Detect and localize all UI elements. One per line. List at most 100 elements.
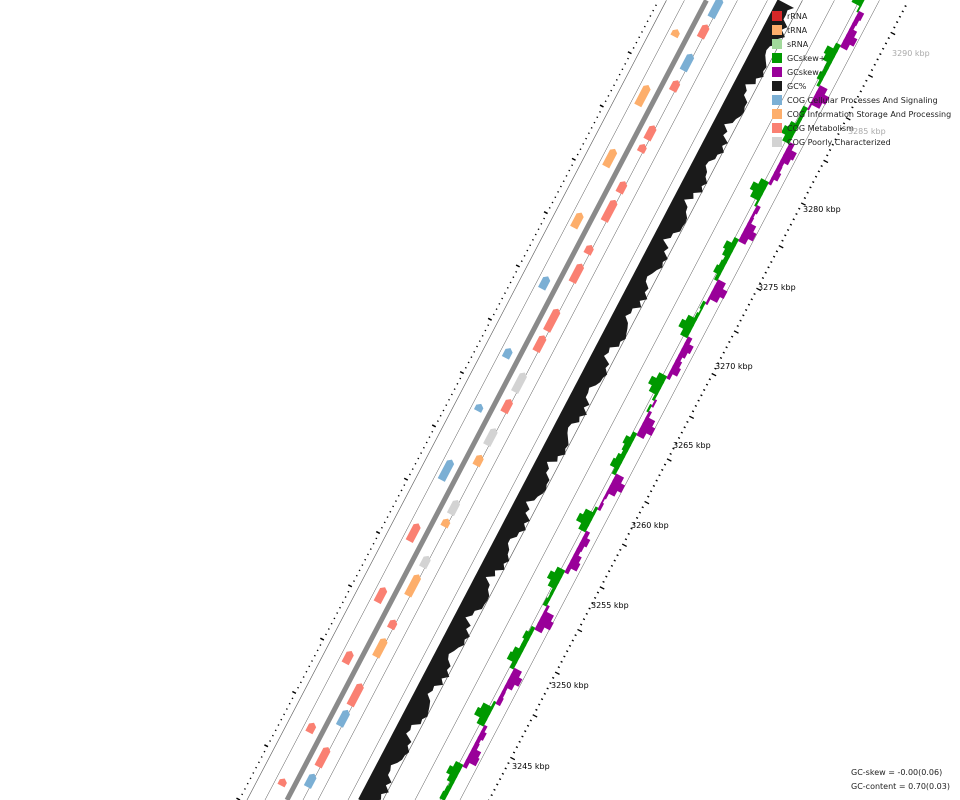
gc-skew-bar [582, 530, 591, 541]
gc-skew-bar [537, 616, 554, 631]
cog-information-feature [472, 454, 484, 468]
gc-skew-bar [510, 667, 522, 680]
scale-minor-tick [649, 490, 653, 493]
cog-cellular-feature [501, 348, 513, 360]
scale-minor-tick [761, 276, 765, 280]
backbone-line [284, 0, 709, 800]
scale-major-tick [666, 458, 672, 462]
gc-skew-bar [832, 42, 841, 53]
legend-item-rrna: rRNA [772, 9, 951, 23]
scale-minor-tick [683, 426, 686, 429]
scale-major-tick [711, 372, 717, 377]
scale-minor-tick [747, 303, 751, 306]
guide-line-1 [264, 0, 685, 800]
scale-minor-tick [663, 463, 667, 466]
scale-minor-tick [795, 212, 798, 216]
guide-line-0 [246, 0, 667, 800]
legend-item-cog-information: COG Information Storage And Processing [772, 107, 951, 121]
gc-skew-bar [753, 205, 761, 215]
cog-information-feature [440, 518, 451, 529]
scale-minor-tick [686, 420, 689, 423]
gc-skew-bar [579, 536, 591, 548]
cog-metabolism-feature [305, 722, 317, 735]
outer-minor-tick [241, 793, 244, 796]
scale-minor-tick [764, 271, 767, 274]
outer-minor-tick [392, 505, 395, 508]
outer-minor-tick [308, 665, 311, 668]
scale-minor-tick [647, 495, 650, 498]
gc-skew-bar [846, 27, 858, 40]
scale-minor-tick [518, 740, 521, 743]
scale-minor-tick [605, 575, 608, 578]
outer-minor-tick [548, 206, 551, 209]
outer-minor-tick [557, 191, 560, 193]
cog-cellular-feature [473, 403, 484, 413]
tick-label-3255: 3255 kbp [591, 601, 629, 610]
scale-minor-tick [579, 623, 583, 626]
cog-information-feature [670, 29, 680, 39]
cog-metabolism-feature [386, 619, 398, 631]
legend-label-gc-percent: GC% [787, 81, 807, 91]
outer-minor-tick [291, 697, 294, 700]
scale-minor-tick [884, 42, 888, 45]
outer-minor-tick [624, 63, 627, 65]
legend-label-gcskew-minus: GCskew- [787, 67, 822, 77]
cog-information-feature [634, 85, 651, 108]
outer-minor-tick [529, 244, 532, 247]
outer-minor-tick [470, 356, 473, 359]
cog-cellular-feature [335, 709, 350, 728]
gc-skew-bar [823, 45, 838, 59]
outer-minor-tick [299, 681, 302, 684]
scale-minor-tick [865, 79, 868, 82]
cog-metabolism-feature [500, 399, 513, 415]
outer-minor-tick [285, 708, 288, 710]
legend-label-cog-information: COG Information Storage And Processing [787, 109, 952, 119]
outer-minor-tick [453, 388, 456, 391]
scale-minor-tick [498, 778, 502, 781]
scale-major-tick [577, 628, 583, 633]
scale-minor-tick [627, 532, 630, 535]
gc-skew-bar [468, 747, 482, 760]
gc-skew-bar [639, 422, 656, 436]
legend-item-cog-cellular: COG Cellular Processes And Signaling [772, 93, 951, 107]
gc-content-stat: GC-content = 0.70(0.03) [851, 782, 950, 791]
gc-skew-bar [609, 479, 626, 493]
scale-minor-tick [591, 602, 594, 605]
outer-major-tick [403, 477, 409, 481]
outer-minor-tick [504, 292, 506, 295]
gc-skew-bar [810, 96, 824, 109]
scale-minor-tick [862, 85, 865, 88]
scale-minor-tick [834, 138, 837, 141]
outer-minor-tick [543, 217, 546, 220]
outer-minor-tick [260, 756, 263, 758]
outer-minor-tick [610, 89, 613, 92]
scale-minor-tick [708, 378, 711, 381]
outer-minor-tick [613, 84, 615, 87]
outer-minor-tick [411, 468, 414, 470]
outer-major-tick [543, 211, 548, 215]
guide-line-5 [382, 0, 803, 800]
scale-minor-tick [742, 314, 745, 317]
outer-minor-tick [448, 398, 451, 401]
cog-metabolism-feature [543, 308, 561, 333]
gc-skew-bar [711, 285, 728, 300]
gc-skew-bar [684, 314, 698, 327]
scale-minor-tick [585, 612, 588, 615]
outer-minor-tick [476, 345, 478, 348]
outer-minor-tick [456, 382, 459, 385]
scale-major-tick [778, 244, 784, 249]
outer-minor-tick [305, 670, 308, 673]
gc-skew-bar [479, 702, 494, 716]
scale-minor-tick [739, 319, 742, 322]
outer-minor-tick [473, 350, 476, 353]
legend-swatch-rrna [772, 11, 782, 21]
outer-minor-tick [501, 297, 504, 300]
legend-label-trna: tRNA [787, 25, 808, 35]
outer-major-tick [319, 637, 325, 641]
scale-minor-tick [638, 511, 642, 514]
scale-minor-tick [675, 442, 678, 445]
scale-minor-tick [563, 655, 566, 658]
outer-major-tick [571, 157, 576, 161]
cog-metabolism-feature [532, 335, 547, 354]
